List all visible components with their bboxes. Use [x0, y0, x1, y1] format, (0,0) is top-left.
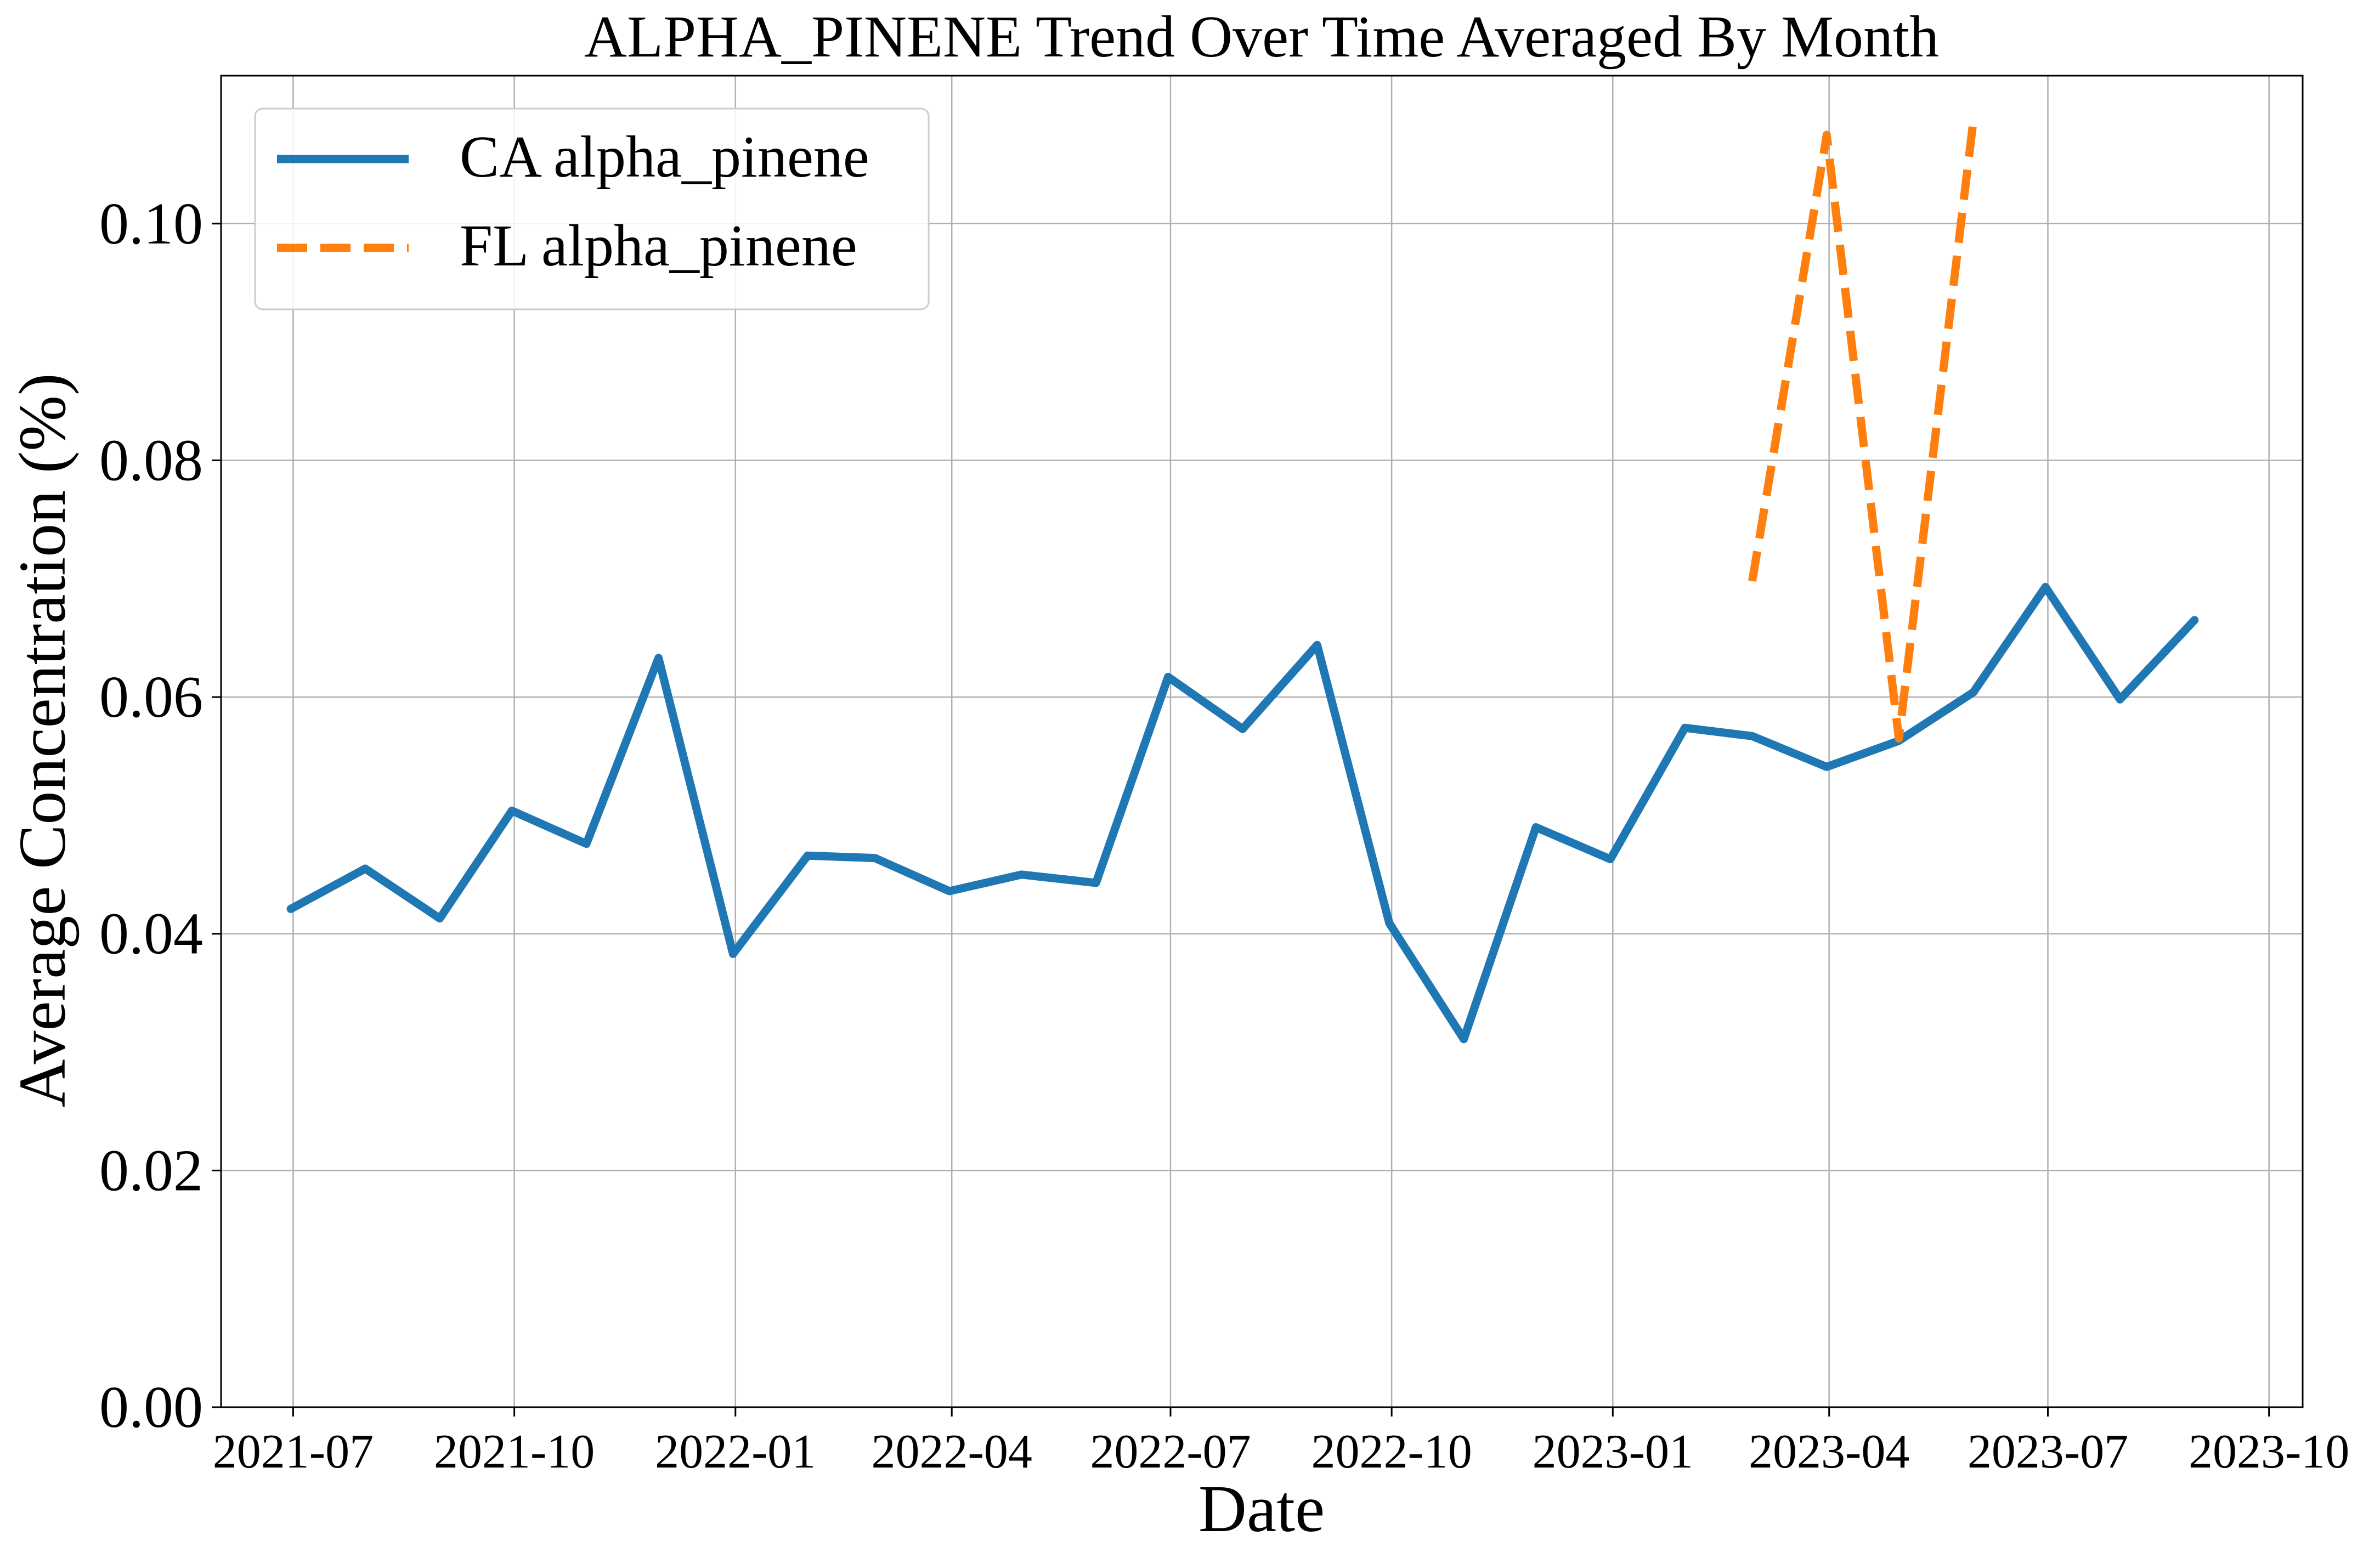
y-tick-label: 0.06 — [99, 665, 203, 730]
y-axis: 0.00 0.02 0.04 0.06 0.08 0.10 — [99, 191, 221, 1440]
x-tick-label: 2022-04 — [872, 1425, 1032, 1478]
series-lines — [286, 120, 2199, 1044]
x-tick-label: 2021-10 — [434, 1425, 595, 1478]
series-line-ca — [286, 582, 2199, 1044]
y-tick-label: 0.10 — [99, 191, 203, 257]
x-tick-label: 2021-07 — [213, 1425, 374, 1478]
series-line-fl — [1748, 120, 1978, 743]
legend-box — [254, 107, 930, 310]
y-tick-label: 0.00 — [99, 1375, 203, 1440]
legend-label-ca: CA alpha_pinene — [460, 124, 869, 190]
y-tick-label: 0.04 — [99, 902, 203, 967]
x-tick-label: 2022-07 — [1090, 1425, 1251, 1478]
x-tick-label: 2022-10 — [1311, 1425, 1472, 1478]
plot-area-frame — [220, 75, 2304, 1408]
y-axis-label: Average Concentration (%) — [5, 373, 80, 1107]
x-tick-label: 2023-07 — [1968, 1425, 2128, 1478]
y-tick-label: 0.02 — [99, 1138, 203, 1203]
legend-label-fl: FL alpha_pinene — [460, 213, 857, 279]
x-tick-label: 2022-01 — [655, 1425, 816, 1478]
chart-title: ALPHA_PINENE Trend Over Time Averaged By… — [584, 4, 1939, 70]
y-tick-label: 0.08 — [99, 428, 203, 493]
x-tick-label: 2023-04 — [1749, 1425, 1909, 1478]
legend: CA alpha_pinene FL alpha_pinene — [254, 107, 930, 310]
x-tick-label: 2023-10 — [2189, 1425, 2349, 1478]
x-axis-label: Date — [1199, 1472, 1325, 1546]
x-axis: 2021-07 2021-10 2022-01 2022-04 2022-07 2022-… — [213, 1407, 2349, 1478]
x-tick-label: 2023-01 — [1533, 1425, 1693, 1478]
